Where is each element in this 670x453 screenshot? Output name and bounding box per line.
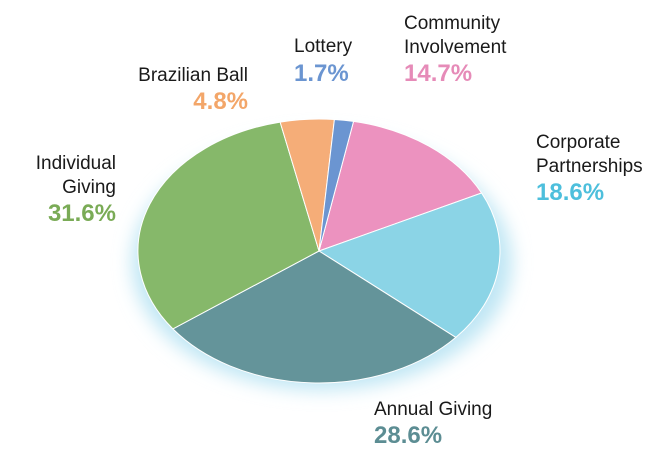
slice-label: Partnerships xyxy=(536,156,643,177)
pie-slice-corporate-partnerships xyxy=(317,192,501,339)
slice-label: Involvement xyxy=(404,37,507,58)
pie-slice-community-involvement xyxy=(318,120,483,252)
slice-value-label: 18.6% xyxy=(536,179,604,206)
slice-label: Brazilian Ball xyxy=(138,65,248,86)
slice-label: Annual Giving xyxy=(374,399,492,420)
pie-slice-annual-giving xyxy=(172,250,457,384)
slice-label: Community xyxy=(404,13,501,34)
slice-value-label: 28.6% xyxy=(374,422,442,449)
pie-slices xyxy=(137,118,501,384)
slice-label: Corporate xyxy=(536,132,621,153)
slice-value-label: 1.7% xyxy=(294,60,349,87)
slice-label: Lottery xyxy=(294,36,353,57)
slice-value-label: 4.8% xyxy=(193,88,248,115)
slice-label: Giving xyxy=(62,177,116,198)
slice-value-label: 31.6% xyxy=(48,200,116,227)
pie-slice-lottery xyxy=(318,118,355,252)
pie-slice-individual-giving xyxy=(137,121,320,330)
slice-value-label: 14.7% xyxy=(404,60,472,87)
slice-label: Individual xyxy=(36,153,116,174)
